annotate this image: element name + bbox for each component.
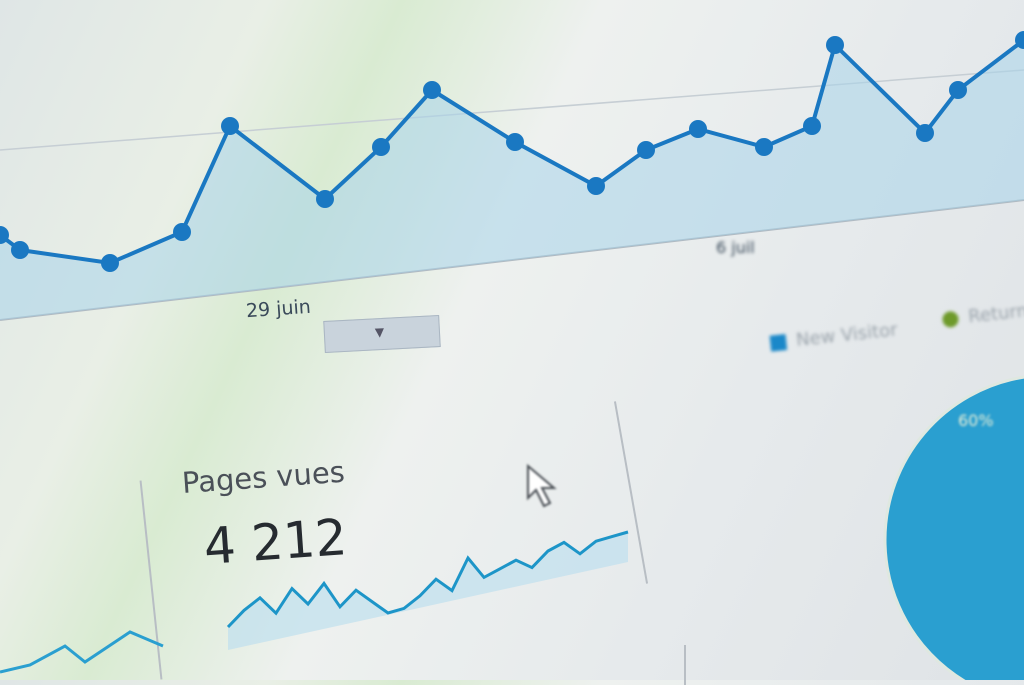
data-point[interactable]	[101, 254, 119, 272]
data-point[interactable]	[826, 36, 844, 54]
data-point[interactable]	[637, 141, 655, 159]
data-point[interactable]	[221, 117, 239, 135]
data-point[interactable]	[173, 223, 191, 241]
data-point[interactable]	[506, 133, 524, 151]
metric-title: Pages vues	[180, 454, 346, 500]
divider	[684, 645, 686, 685]
x-tick-label: 29 juin	[245, 295, 312, 323]
data-point[interactable]	[587, 177, 605, 195]
data-point[interactable]	[1015, 31, 1024, 49]
pie-slice[interactable]	[883, 375, 1024, 680]
data-point[interactable]	[0, 226, 9, 244]
sparkline-fill	[228, 532, 628, 650]
area-fill	[0, 40, 1024, 320]
x-tick-label: 6 juil	[716, 238, 755, 257]
chart-collapse-handle[interactable]: ▼	[323, 314, 441, 354]
data-point[interactable]	[949, 81, 967, 99]
data-point[interactable]	[423, 81, 441, 99]
pie-label: 60%	[958, 411, 994, 430]
sparkline	[226, 530, 629, 629]
series-line	[0, 38, 1024, 266]
main-area-chart	[0, 31, 1024, 321]
data-point[interactable]	[755, 138, 773, 156]
data-point[interactable]	[11, 241, 29, 259]
sparkline-chart	[0, 530, 629, 674]
data-point[interactable]	[372, 138, 390, 156]
legend-swatch	[769, 334, 788, 352]
pie-chart: 60%	[883, 375, 1024, 680]
triangle-down-icon: ▼	[374, 324, 385, 340]
data-point[interactable]	[803, 117, 821, 135]
side-sparkline	[0, 630, 164, 674]
data-point[interactable]	[916, 124, 934, 142]
data-point[interactable]	[316, 190, 334, 208]
data-point[interactable]	[689, 120, 707, 138]
mouse-pointer-icon	[527, 463, 557, 508]
legend-swatch	[941, 310, 960, 329]
